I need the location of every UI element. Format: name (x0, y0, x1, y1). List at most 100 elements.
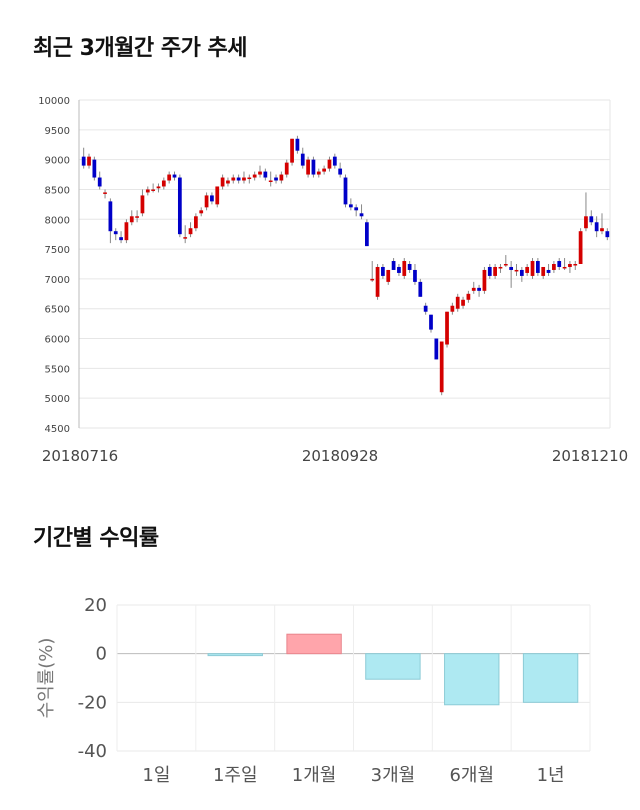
y-tick-label: 5000 (45, 394, 70, 405)
candle-body (562, 266, 567, 269)
candle-body (231, 177, 236, 181)
x-category-label: 1개월 (292, 765, 337, 786)
candle-body (332, 156, 337, 166)
candle-body (135, 216, 139, 218)
y-axis-label: 수익률(%) (36, 638, 57, 719)
candle-body (455, 296, 460, 309)
candle-body (172, 174, 177, 178)
candle-body (284, 162, 289, 175)
candle-body (578, 231, 583, 264)
candle-body (119, 237, 123, 241)
candle-body (552, 264, 556, 270)
candle-body (487, 266, 492, 276)
candle-body (461, 299, 465, 306)
candle-body (194, 216, 198, 229)
y-tick-label: 10000 (38, 96, 70, 107)
x-category-label: 1년 (537, 765, 565, 786)
y-tick-label: -20 (78, 692, 107, 713)
candle-body (402, 261, 407, 276)
candle-body (268, 180, 273, 183)
candle-body (600, 228, 604, 232)
candle-body (300, 153, 305, 166)
y-tick-label: 20 (84, 595, 107, 616)
candle-body (129, 216, 134, 223)
candle-body (161, 180, 166, 187)
candle-body (381, 266, 385, 276)
candle-body (546, 269, 551, 273)
candle-body (589, 216, 594, 223)
candle-body (541, 266, 546, 276)
candle-body (167, 174, 172, 181)
candle-body (252, 174, 257, 178)
candle-body (359, 213, 364, 217)
y-tick-label: 7500 (45, 245, 70, 256)
candle-body (290, 138, 294, 163)
candle-body (413, 269, 417, 282)
y-tick-label: 7000 (45, 275, 70, 286)
candle-body (354, 207, 359, 211)
candle-body (557, 261, 562, 267)
return-bar (444, 653, 500, 706)
candle-body (348, 204, 353, 208)
candle-body (509, 266, 514, 270)
return-bar (207, 653, 263, 657)
return-bar (286, 633, 342, 655)
candle-body (503, 264, 508, 266)
candle-body (242, 177, 246, 181)
candle-body (113, 231, 118, 235)
candle-body (514, 269, 519, 272)
y-tick-label: 6500 (45, 305, 70, 316)
x-date-label: 20180928 (302, 447, 378, 465)
candle-body (327, 159, 332, 169)
candle-body (215, 186, 220, 205)
candle-body (204, 195, 209, 208)
candle-body (584, 216, 588, 229)
candle-body (418, 281, 423, 297)
candle-body (386, 269, 391, 282)
candle-body (391, 261, 396, 270)
candle-body (177, 177, 182, 235)
x-date-label: 20181210 (552, 447, 628, 465)
candle-body (236, 177, 241, 181)
candle-body (477, 287, 481, 291)
candle-body (535, 261, 540, 273)
candle-body (316, 171, 321, 175)
stock-trend-title: 최근 3개월간 주가 추세 (33, 36, 247, 61)
candle-body (103, 192, 107, 194)
candle-body (605, 231, 610, 238)
candle-body (188, 228, 193, 235)
candle-body (92, 159, 97, 178)
candle-body (370, 278, 375, 281)
candle-body (365, 222, 369, 247)
candle-body (573, 264, 578, 266)
period-return-title: 기간별 수익률 (33, 526, 159, 551)
candle-body (568, 264, 572, 267)
y-tick-label: -40 (78, 741, 107, 762)
y-tick-label: 9000 (45, 156, 70, 167)
candle-body (450, 305, 455, 312)
candle-body (151, 189, 156, 191)
candlestick-chart: 4500 5000 5500 6000 6500 7000 7500 8000 8500 9000… (38, 96, 628, 465)
candle-body (525, 266, 530, 273)
return-bar (365, 653, 421, 680)
y-tick-label: 9500 (45, 126, 70, 137)
candle-body (407, 264, 412, 270)
candle-body (295, 138, 300, 151)
candle-body (274, 177, 278, 181)
x-date-label: 20180716 (42, 447, 118, 465)
candle-body (156, 186, 161, 189)
x-category-label: 3개월 (371, 765, 416, 786)
y-tick-label: 6000 (45, 335, 70, 346)
y-tick-label: 8000 (45, 215, 70, 226)
x-category-label: 1주일 (213, 765, 258, 786)
candle-body (519, 269, 524, 276)
x-category-label: 6개월 (449, 765, 494, 786)
candle-body (439, 341, 444, 393)
candle-body (279, 174, 284, 181)
candle-body (258, 171, 262, 175)
y-tick-label: 8500 (45, 185, 70, 196)
candle-body (145, 189, 150, 193)
candle-body (498, 266, 503, 269)
candle-body (140, 195, 145, 214)
